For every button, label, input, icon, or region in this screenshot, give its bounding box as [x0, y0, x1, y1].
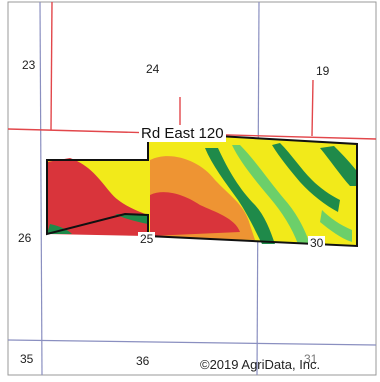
section-label-26: 26: [18, 231, 32, 245]
zone-green-band-3: [272, 143, 340, 212]
section-label-23: 23: [22, 58, 36, 72]
field-boundary: [46, 130, 358, 248]
copyright-notice: ©2019 AgriData, Inc.: [200, 357, 321, 372]
section-label-25: 25: [138, 232, 156, 246]
section-label-31: 31: [304, 352, 318, 366]
zone-red-right: [150, 192, 240, 236]
zone-green-band-5: [320, 210, 352, 242]
zone-green-band-4: [320, 146, 356, 186]
section-label-30: 30: [308, 236, 326, 250]
zone-green-band-1: [205, 148, 275, 244]
zone-green-band-2: [232, 145, 310, 244]
section-label-19: 19: [316, 64, 330, 78]
section-label-24: 24: [146, 62, 160, 76]
section-label-35: 35: [20, 352, 34, 366]
road-label: Rd East 120: [139, 125, 226, 142]
zone-green-notch: [115, 214, 148, 224]
section-label-36: 36: [136, 354, 150, 368]
